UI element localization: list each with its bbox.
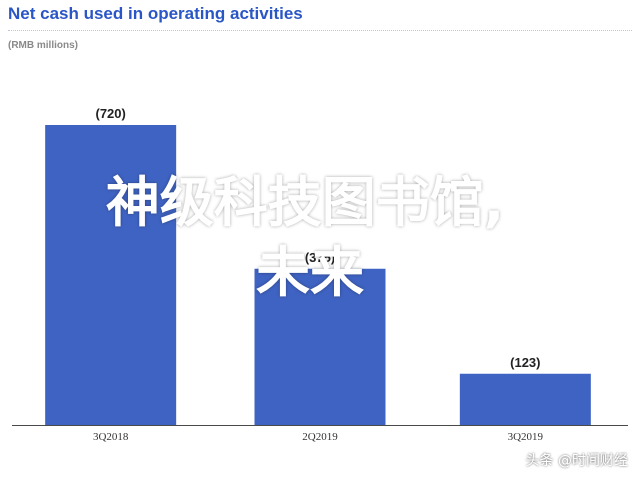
- x-tick-label-3Q2018: 3Q2018: [93, 431, 129, 443]
- bar-3Q2019: [459, 373, 591, 425]
- source-watermark: 头条 @时间财经: [525, 453, 628, 469]
- x-tick-label-3Q2019: 3Q2019: [508, 431, 544, 443]
- chart-title: Net cash used in operating activities: [8, 4, 303, 23]
- bar-2Q2019: [254, 268, 386, 425]
- title-divider: [8, 30, 632, 31]
- bar-3Q2018: [45, 125, 177, 425]
- data-label-3Q2019: (123): [510, 355, 540, 370]
- data-label-3Q2018: (720): [95, 106, 125, 121]
- x-tick-label-2Q2019: 2Q2019: [302, 431, 338, 443]
- chart-subtitle: (RMB millions): [8, 40, 78, 51]
- data-label-2Q2019: (375): [305, 250, 335, 265]
